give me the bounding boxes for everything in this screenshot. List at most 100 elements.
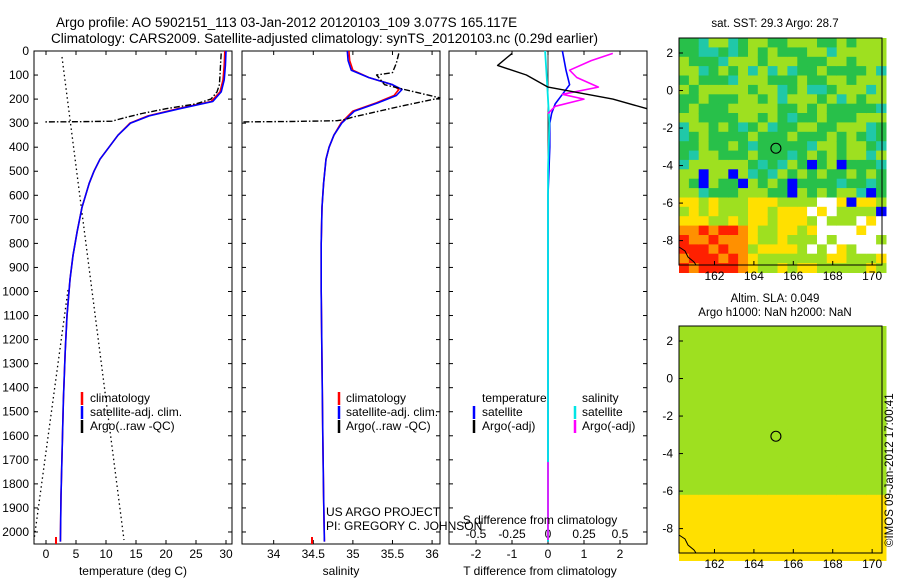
map-cell <box>698 244 710 255</box>
map-cell <box>688 122 700 133</box>
map-cell <box>708 494 719 505</box>
map-cell <box>698 494 710 505</box>
map-cell <box>767 225 779 236</box>
map-cell <box>748 150 759 161</box>
map-cell <box>807 150 818 161</box>
map-cell <box>757 523 769 533</box>
map-cell <box>826 523 838 533</box>
map-cell <box>777 513 788 524</box>
map-cell <box>757 169 769 180</box>
map-cell <box>817 197 828 208</box>
map-cell <box>876 438 887 449</box>
map-cell <box>757 344 769 355</box>
map-cell <box>698 178 710 189</box>
map-cell <box>679 103 690 114</box>
map-cell <box>767 131 779 142</box>
map-cell <box>866 75 877 86</box>
map-cell <box>787 485 798 496</box>
map-cell <box>728 354 739 364</box>
map-cell <box>797 122 808 133</box>
map-cell <box>679 235 690 245</box>
map-cell <box>767 335 779 346</box>
map-cell <box>856 504 867 515</box>
map-cell <box>708 47 719 58</box>
map-cell <box>817 513 828 524</box>
map-cell <box>787 94 798 105</box>
map-cell <box>708 429 719 440</box>
map-cell <box>826 541 838 552</box>
map-cell <box>836 225 848 236</box>
map-cell <box>836 66 848 76</box>
map-cell <box>787 38 798 48</box>
map-cell <box>679 504 690 515</box>
map-cell <box>738 188 749 198</box>
map-cell <box>826 401 838 411</box>
map-cell <box>698 38 710 48</box>
temp-x-axis: 0 5 10 15 20 25 30 <box>43 51 233 561</box>
map-cell <box>728 169 739 180</box>
map-cell <box>777 159 788 170</box>
map-cell <box>748 344 759 355</box>
map-cell <box>728 551 739 561</box>
map-cell <box>777 178 788 189</box>
map-cell <box>708 56 719 67</box>
map-cell <box>728 75 739 86</box>
map-cell <box>748 206 759 217</box>
map-cell <box>738 354 749 364</box>
map-cell <box>748 131 759 142</box>
map-cell <box>718 150 729 161</box>
map-cell <box>777 504 788 515</box>
map-cell <box>876 532 887 543</box>
depth-axis: 0 100 200 300 400 500 600 700 800 900 1000 1100 1200… <box>2 44 647 539</box>
map-cell <box>846 66 857 76</box>
header-line1: Argo profile: AO 5902151_113 03-Jan-2012… <box>56 15 517 30</box>
map-cell <box>728 94 739 105</box>
map-cell <box>708 244 719 255</box>
map-cell <box>817 335 828 346</box>
map-cell <box>738 429 749 440</box>
map-cell <box>708 391 719 402</box>
map-cell <box>836 216 848 227</box>
map-cell <box>708 326 719 336</box>
map-cell <box>787 244 798 255</box>
map-cell <box>688 372 700 383</box>
map-cell <box>757 150 769 161</box>
map-cell <box>679 84 690 95</box>
map-cell <box>708 401 719 411</box>
map-cell <box>817 344 828 355</box>
map-cell <box>846 206 857 217</box>
map-cell <box>679 141 690 152</box>
map-cell <box>856 225 867 236</box>
map-cell <box>856 206 867 217</box>
diff-legend-s-argo: Argo(-adj) <box>582 419 635 433</box>
map-cell <box>836 513 848 524</box>
map-cell <box>767 372 779 383</box>
map-cell <box>688 75 700 86</box>
map-cell <box>817 225 828 236</box>
depth-tick-label: 1300 <box>2 357 29 371</box>
map-cell <box>708 363 719 374</box>
map-cell <box>698 438 710 449</box>
map-cell <box>728 150 739 161</box>
map-x-tick-label: 162 <box>704 269 724 283</box>
map-cell <box>787 66 798 76</box>
map-cell <box>748 103 759 114</box>
map-cell <box>797 197 808 208</box>
map-cell <box>807 438 818 449</box>
map-cell <box>856 494 867 505</box>
x-tick-label: 35.5 <box>381 547 405 561</box>
map-cell <box>797 235 808 245</box>
map-cell <box>718 382 729 393</box>
map-cell <box>797 216 808 227</box>
map-cell <box>698 466 710 477</box>
map-cell <box>846 541 857 552</box>
map-cell <box>807 197 818 208</box>
map-cell <box>807 363 818 374</box>
map-cell <box>777 206 788 217</box>
map-y-tick-label: -4 <box>662 159 673 173</box>
x-tick-label: -2 <box>471 547 482 561</box>
map-cell <box>698 94 710 105</box>
map-cell <box>797 169 808 180</box>
map-cell <box>836 391 848 402</box>
map-cell <box>718 372 729 383</box>
